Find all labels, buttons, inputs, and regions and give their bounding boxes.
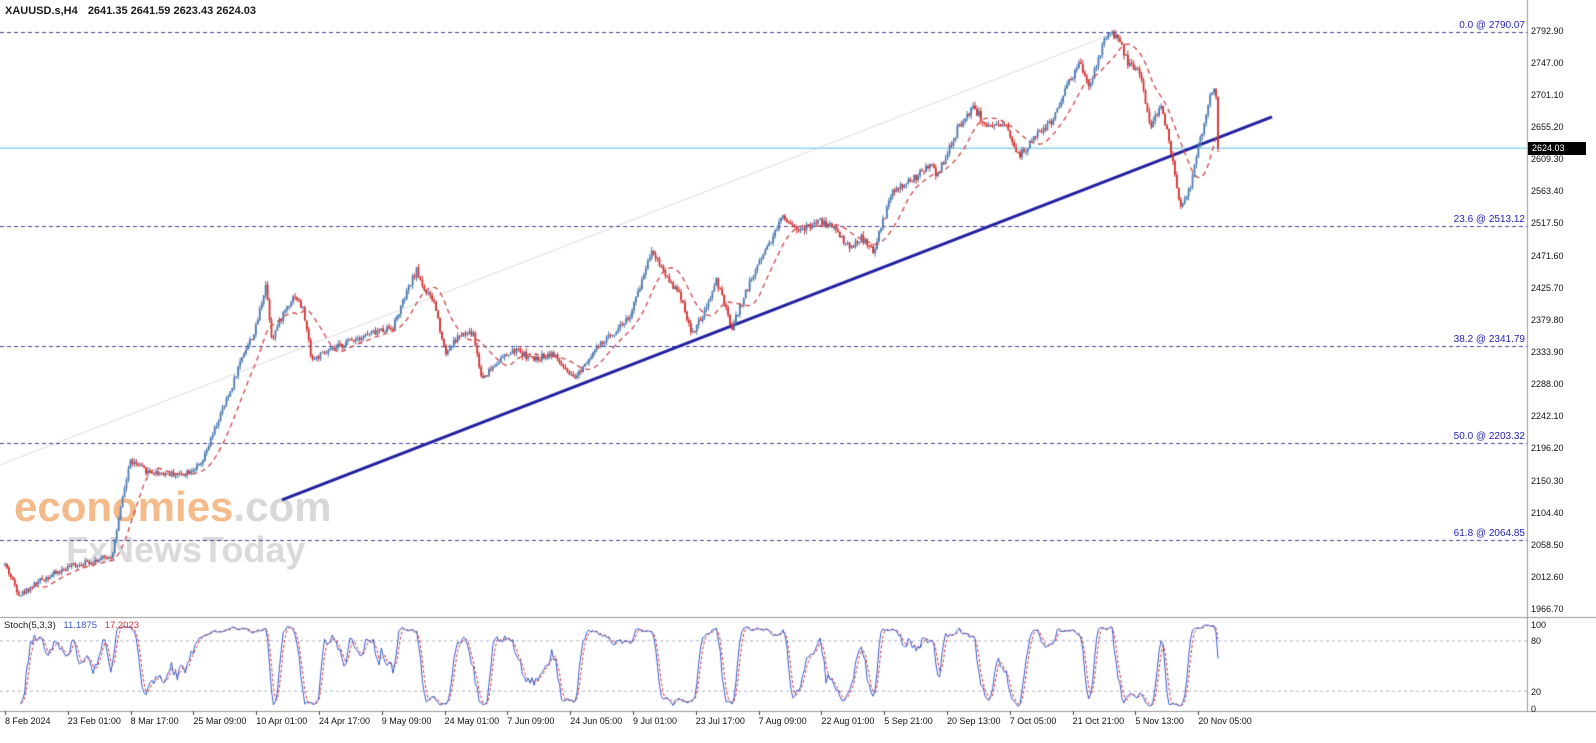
price-axis-tick: 2150.30 <box>1531 475 1564 486</box>
price-axis-tick: 2288.00 <box>1531 379 1564 390</box>
stoch-name: Stoch(5,3,3) <box>4 620 56 631</box>
ohlc-values: 2641.35 2641.59 2623.43 2624.03 <box>87 5 257 17</box>
price-axis-tick: 2701.10 <box>1531 89 1564 100</box>
price-axis-tick: 2425.70 <box>1531 282 1564 293</box>
stoch-axis-tick: 20 <box>1531 686 1542 697</box>
time-axis-tick: 7 Oct 05:00 <box>1009 716 1057 726</box>
fib-level-label: 23.6 @ 2513.12 <box>1453 213 1525 225</box>
price-axis-tick: 2104.40 <box>1531 507 1564 518</box>
time-axis-tick: 5 Sep 21:00 <box>884 716 933 726</box>
fib-level-label: 61.8 @ 2064.85 <box>1453 527 1525 539</box>
time-axis-tick: 20 Sep 13:00 <box>947 716 1001 726</box>
stoch-indicator-label: Stoch(5,3,3) 11.1875 17.2023 <box>4 620 139 631</box>
price-axis-tick: 2563.40 <box>1531 186 1564 197</box>
stoch-main-value: 11.1875 <box>63 620 98 631</box>
time-axis-tick: 23 Jul 17:00 <box>695 716 745 726</box>
price-axis-tick: 2609.30 <box>1531 154 1564 165</box>
time-axis-tick: 20 Nov 05:00 <box>1198 716 1252 726</box>
time-axis-tick: 7 Aug 09:00 <box>758 716 807 726</box>
time-axis-tick: 9 May 09:00 <box>381 716 432 726</box>
time-axis-tick: 22 Aug 01:00 <box>821 716 875 726</box>
price-axis-tick: 2471.60 <box>1531 250 1564 261</box>
time-axis-tick: 10 Apr 01:00 <box>256 716 308 726</box>
stoch-axis-tick: 80 <box>1531 636 1542 647</box>
price-axis-tick: 2196.20 <box>1531 443 1564 454</box>
price-axis-tick: 2379.80 <box>1531 314 1564 325</box>
price-axis-tick: 2242.10 <box>1531 411 1564 422</box>
stoch-axis-tick: 100 <box>1531 619 1547 630</box>
stoch-axis-tick: 0 <box>1531 703 1537 714</box>
time-axis-tick: 7 Jun 09:00 <box>507 716 555 726</box>
stoch-signal-value: 17.2023 <box>104 620 140 631</box>
price-axis-tick: 2517.50 <box>1531 218 1564 229</box>
time-axis-tick: 23 Feb 01:00 <box>67 716 121 726</box>
price-axis-tick: 2655.20 <box>1531 121 1564 132</box>
time-axis-tick: 21 Oct 21:00 <box>1072 716 1125 726</box>
price-axis-tick: 1966.70 <box>1531 604 1564 615</box>
time-axis-tick: 25 Mar 09:00 <box>193 716 247 726</box>
price-axis-tick: 2333.90 <box>1531 347 1564 357</box>
price-axis-tick: 2747.00 <box>1531 57 1564 68</box>
price-axis-tick: 2792.90 <box>1531 25 1564 36</box>
fib-level-label: 0.0 @ 2790.07 <box>1459 19 1525 31</box>
time-axis-tick: 24 Apr 17:00 <box>319 716 371 726</box>
current-price-badge: 2624.03 <box>1528 141 1586 155</box>
price-axis-tick: 2012.60 <box>1531 572 1564 583</box>
time-axis-tick: 24 May 01:00 <box>444 716 500 726</box>
time-axis-tick: 9 Jul 01:00 <box>633 716 678 726</box>
fib-level-label: 38.2 @ 2341.79 <box>1453 333 1525 345</box>
symbol-timeframe-label: XAUUSD.s,H4 <box>5 5 78 17</box>
fib-level-label: 50.0 @ 2203.32 <box>1453 430 1525 442</box>
price-axis-tick: 2058.50 <box>1531 539 1564 550</box>
time-axis-tick: 5 Nov 13:00 <box>1135 716 1184 726</box>
time-axis-tick: 24 Jun 05:00 <box>570 716 623 726</box>
time-axis-tick: 8 Mar 17:00 <box>130 716 179 726</box>
time-axis-tick: 8 Feb 2024 <box>5 716 51 726</box>
chart-header: XAUUSD.s,H4 2641.35 2641.59 2623.43 2624… <box>5 5 263 17</box>
